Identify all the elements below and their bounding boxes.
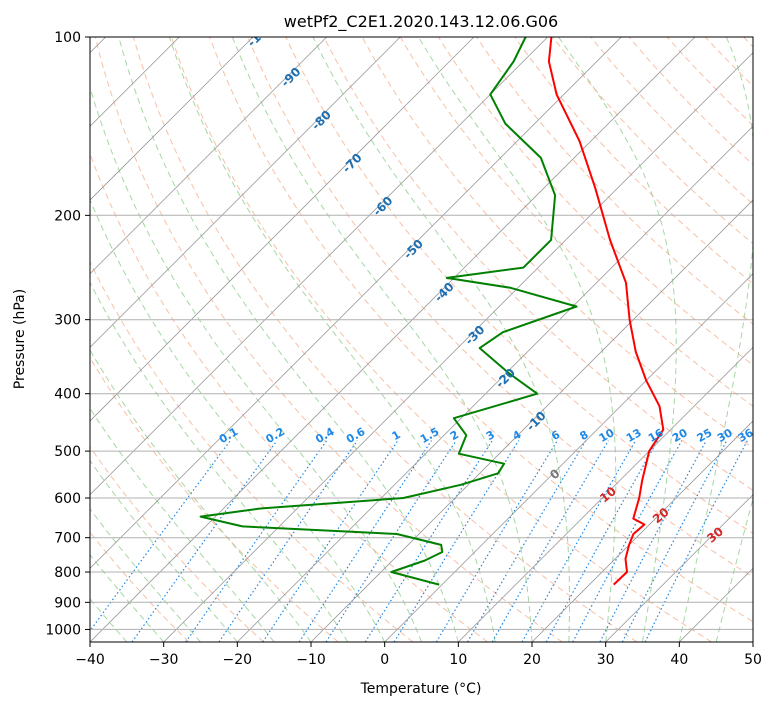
isotherm-line [605,494,753,642]
temperature-profile-line [547,37,665,586]
x-tick-label: 10 [449,652,467,668]
isotherm-line [237,125,753,642]
x-tick-label: 40 [670,652,688,668]
moist-adiabat-line [418,37,617,642]
dry-adiabat-line [247,37,753,578]
y-tick-label: 600 [54,491,81,507]
isotherms [90,37,753,642]
moist-adiabat-line [231,37,533,642]
moist-adiabat-line [90,281,349,642]
isotherm-line [90,37,475,422]
moist-adiabat-line [90,85,422,642]
mixing-ratio-line [262,440,399,642]
mixing-ratio-line [435,440,558,642]
y-tick-label: 1000 [45,622,81,638]
x-axis-label: Temperature (°C) [360,681,482,697]
y-tick-label: 700 [54,531,81,547]
mixing-ratio-line [466,440,587,642]
y-axis: 1000 900 800 700 600 500 400 300 200 100 [45,30,90,638]
dry-adiabat-line [628,37,753,166]
mixing-ratio-line [218,440,358,642]
x-tick-label: −40 [75,652,105,668]
moist-adiabat-line [90,407,275,642]
mixing-ratio-line [131,440,278,642]
moist-adiabat-line [558,37,677,642]
y-tick-label: 400 [54,387,81,403]
isotherm-line [531,420,753,642]
y-tick-label: 800 [54,565,81,581]
moist-adiabat-line [168,37,496,642]
mixing-ratio-line [298,440,432,642]
x-tick-label: 0 [380,652,389,668]
moist-adiabat-line [678,37,753,642]
isotherm-line [90,37,548,496]
dry-adiabat-line [514,37,753,285]
mixing-ratio-line [491,440,609,642]
isotherm-line [90,37,401,348]
mixing-ratio-line [90,440,231,632]
dry-adiabat-line [323,37,753,491]
y-tick-label: 200 [54,208,81,224]
mixing-ratio-line [521,440,637,642]
isotherm-line [90,37,696,642]
x-tick-label: 50 [744,652,762,668]
plot-frame [89,36,754,643]
moist-adiabat-line [90,598,128,642]
isotherm-line [310,199,753,642]
x-tick-label: −20 [223,652,253,668]
moist-adiabat-line [90,198,386,642]
isobars [90,37,753,630]
mixing-ratio-line [644,440,748,642]
mixing-ratio-label: 36 [736,426,756,445]
chart-title: wetPf2_C2E1.2020.143.12.06.G06 [284,12,558,32]
isotherm-line [163,52,753,642]
x-tick-label: 20 [523,652,541,668]
moist-adiabat-line [90,459,238,642]
isotherm-line [384,273,753,642]
y-tick-label: 300 [54,313,81,329]
x-tick-label: −30 [149,652,179,668]
profile-series [199,37,665,586]
x-tick-label: 30 [597,652,615,668]
y-tick-label: 100 [54,30,81,46]
y-axis-label: Pressure (hPa) [12,289,28,389]
dry-adiabat-line [132,37,638,642]
moist-adiabat-line [90,508,201,642]
moist-adiabat-line [90,553,165,642]
x-tick-label: −10 [296,652,326,668]
dry-adiabat-line [90,446,264,642]
y-tick-label: 900 [54,595,81,611]
moist-adiabat-line [715,497,753,642]
dry-adiabat-line [399,37,753,407]
x-axis: −40 −30 −20 −10 0 10 20 30 40 50 [75,642,762,668]
isotherm-line [90,37,254,201]
dry-adiabat-line [476,37,753,325]
y-tick-label: 500 [54,444,81,460]
mixing-ratio-line [621,440,728,642]
isotherm-line [458,346,753,642]
dry-adiabat-line [90,260,414,642]
dewpoint-profile-line [199,37,578,586]
mixing-ratio-line [599,440,707,642]
dry-adiabat-line [94,37,563,642]
isotherm-line [90,37,327,275]
mixing-ratio-line [185,440,328,642]
